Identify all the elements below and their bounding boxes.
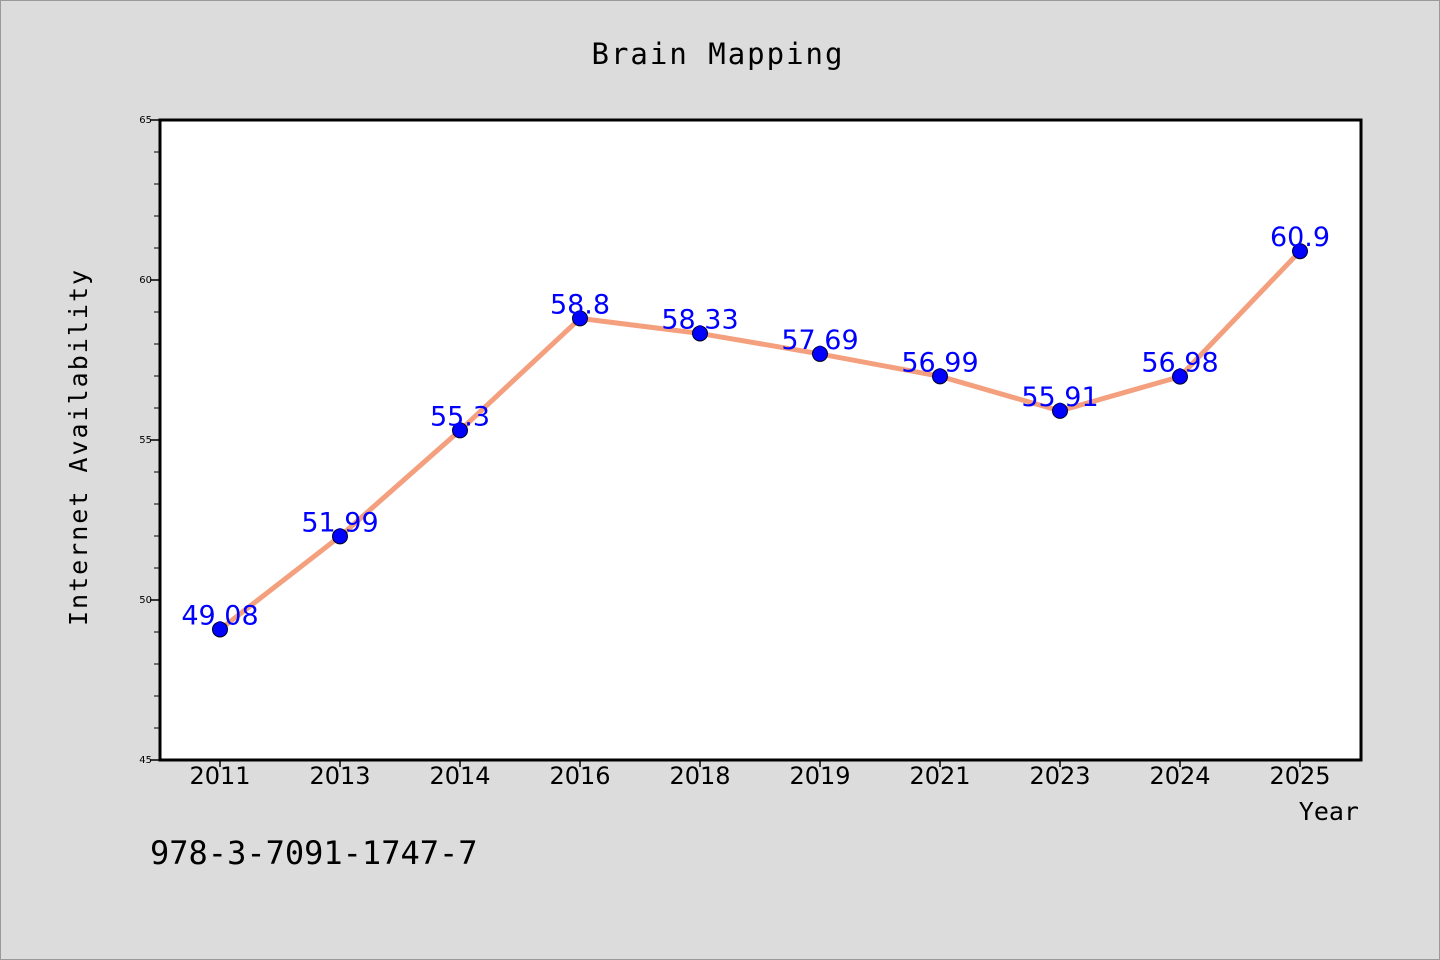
plot-area [158, 118, 1363, 762]
data-labels: 49.08 51.99 55.3 58.8 58.33 57.69 56.99 55.91 56… [181, 222, 1330, 631]
y-axis-label: Internet Availability [64, 268, 93, 626]
series-line [217, 248, 1303, 632]
x-tick-label: 2014 [429, 762, 490, 790]
annotation-text: 978-3-7091-1747-7 [150, 834, 478, 872]
data-point [452, 422, 468, 439]
x-tick-label: 2025 [1269, 762, 1330, 790]
y-tick-label: 50 [139, 595, 152, 606]
y-axis-major-ticks [150, 119, 160, 761]
data-point [1052, 402, 1068, 419]
data-label: 58.33 [661, 304, 738, 335]
data-label: 60.9 [1270, 222, 1330, 253]
x-axis-label: Year [1299, 797, 1359, 826]
x-tick-label: 2016 [549, 762, 610, 790]
data-point [932, 368, 948, 385]
x-axis-ticks [219, 760, 1301, 767]
data-point [692, 325, 708, 342]
x-axis-tick-labels: 2011 2013 2014 2016 2018 2019 2021 2023 2024 2025 [189, 762, 1330, 790]
y-tick-label: 55 [139, 435, 152, 446]
data-point [572, 310, 588, 327]
y-tick-label: 45 [139, 755, 152, 766]
data-point [212, 621, 228, 638]
x-tick-label: 2013 [309, 762, 370, 790]
data-point [1292, 243, 1308, 260]
chart-title: Brain Mapping [592, 37, 845, 71]
series-markers [212, 243, 1308, 638]
x-tick-label: 2024 [1149, 762, 1210, 790]
data-label: 51.99 [301, 507, 378, 538]
x-tick-label: 2021 [909, 762, 970, 790]
data-label: 56.99 [901, 347, 978, 378]
x-tick-label: 2023 [1029, 762, 1090, 790]
data-point [812, 345, 828, 362]
data-label: 56.98 [1141, 348, 1218, 379]
data-label: 57.69 [781, 325, 858, 356]
data-point [1172, 368, 1188, 385]
x-tick-label: 2011 [189, 762, 250, 790]
y-axis-tick-labels: 45 50 55 60 65 [139, 115, 152, 766]
data-label: 55.91 [1021, 382, 1098, 413]
y-tick-label: 65 [139, 115, 152, 126]
y-tick-label: 60 [139, 275, 152, 286]
data-label: 58.8 [550, 289, 610, 320]
data-label: 55.3 [430, 401, 490, 432]
x-tick-label: 2018 [669, 762, 730, 790]
x-tick-label: 2019 [789, 762, 850, 790]
y-axis-minor-ticks [154, 151, 160, 729]
data-label: 49.08 [181, 600, 258, 631]
data-point [332, 528, 348, 545]
